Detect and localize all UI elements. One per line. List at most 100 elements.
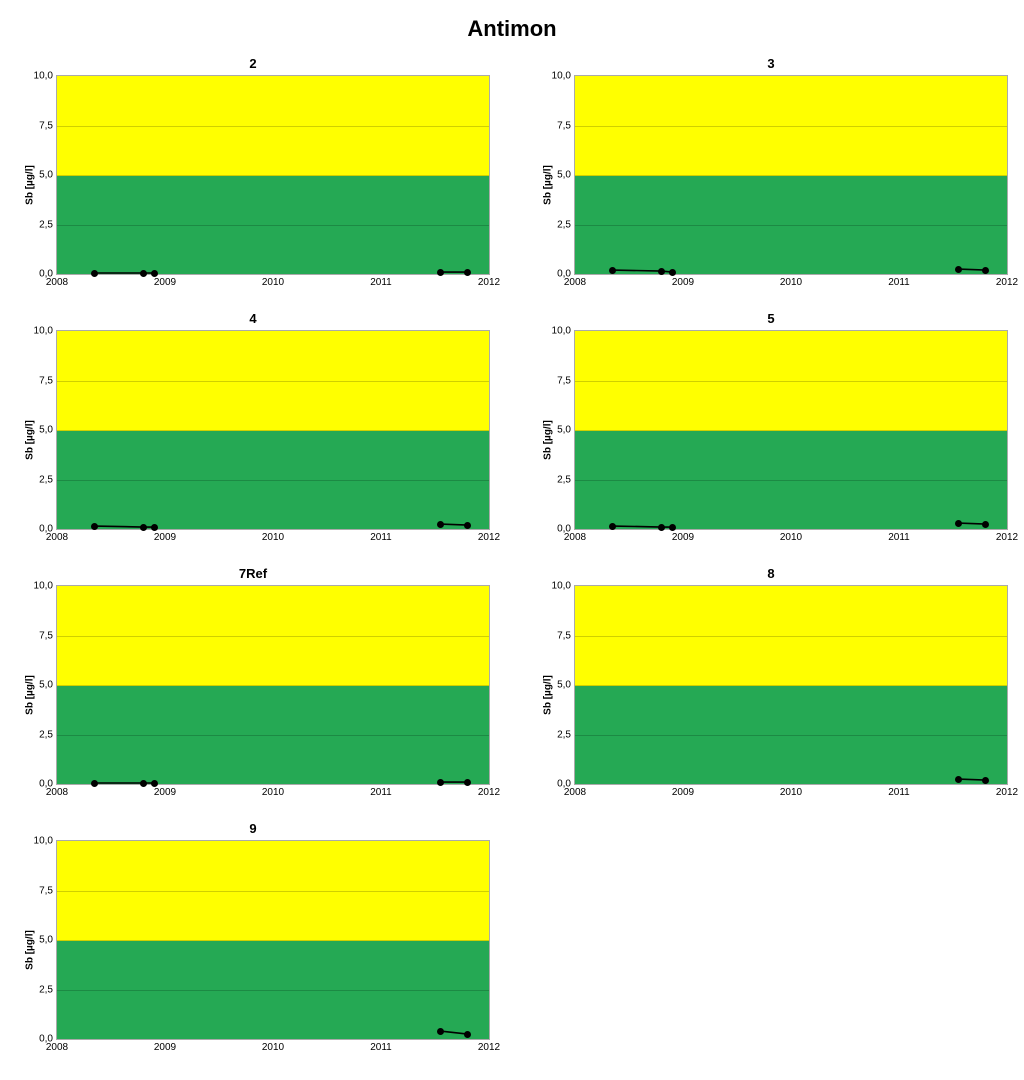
ytick-label: 7,5 <box>39 120 57 131</box>
ytick-label: 7,5 <box>39 630 57 641</box>
plot-area: 0,02,55,07,510,020082009201020112012 <box>56 585 490 785</box>
series-svg <box>57 331 489 529</box>
ytick-label: 2,5 <box>39 474 57 485</box>
data-point <box>91 523 98 530</box>
chart-wrap: Sb [µg/l]0,02,55,07,510,0200820092010201… <box>530 75 1012 295</box>
chart-wrap: Sb [µg/l] 0,02,55,07,510,0200820092010201… <box>12 330 494 550</box>
ytick-label: 2,5 <box>39 219 57 230</box>
data-point <box>658 268 665 275</box>
chart-panel: 3Sb [µg/l]0,02,55,07,510,020082009201020… <box>530 56 1012 295</box>
ytick-label: 10,0 <box>552 326 575 337</box>
xtick-label: 2012 <box>478 274 500 288</box>
ytick-label: 7,5 <box>557 120 575 131</box>
data-point <box>437 521 444 528</box>
panel-title: 7Ref <box>12 566 494 581</box>
y-axis-label: Sb [µg/l] <box>542 675 553 715</box>
ytick-label: 5,0 <box>39 680 57 691</box>
data-point <box>955 776 962 783</box>
xtick-label: 2010 <box>262 529 284 543</box>
ytick-label: 2,5 <box>557 729 575 740</box>
xtick-label: 2009 <box>672 529 694 543</box>
xtick-label: 2011 <box>888 784 910 798</box>
xtick-label: 2009 <box>154 784 176 798</box>
xtick-label: 2011 <box>370 784 392 798</box>
plot-area: 0,02,55,07,510,020082009201020112012 <box>574 330 1008 530</box>
ytick-label: 10,0 <box>34 836 57 847</box>
data-point <box>669 524 676 531</box>
xtick-label: 2008 <box>46 529 68 543</box>
ytick-label: 2,5 <box>557 219 575 230</box>
data-point <box>955 520 962 527</box>
plot-area: 0,02,55,07,510,020082009201020112012 <box>56 75 490 275</box>
data-point <box>464 1031 471 1038</box>
chart-wrap: Sb [µg/l] 0,02,55,07,510,0200820092010201… <box>530 585 1012 805</box>
panel-title: 3 <box>530 56 1012 71</box>
xtick-label: 2008 <box>46 784 68 798</box>
y-axis-label: Sb [µg/l] <box>24 420 35 460</box>
panel-title: 2 <box>12 56 494 71</box>
data-point <box>151 780 158 787</box>
plot-area: 0,02,55,07,510,020082009201020112012 <box>574 585 1008 785</box>
xtick-label: 2008 <box>46 274 68 288</box>
y-axis-label: Sb [µg/l] <box>24 930 35 970</box>
series-svg <box>575 76 1007 274</box>
xtick-label: 2012 <box>478 1039 500 1053</box>
chart-panel: 8 Sb [µg/l] 0,02,55,07,510,020082009201020… <box>530 566 1012 805</box>
data-point <box>437 269 444 276</box>
data-point <box>91 270 98 277</box>
series-svg <box>57 841 489 1039</box>
data-point <box>464 522 471 529</box>
ytick-label: 5,0 <box>557 170 575 181</box>
y-axis-label: Sb [µg/l] <box>24 165 35 205</box>
xtick-label: 2012 <box>478 784 500 798</box>
y-axis-label: Sb [µg/l] <box>24 675 35 715</box>
xtick-label: 2009 <box>154 1039 176 1053</box>
ytick-label: 10,0 <box>34 581 57 592</box>
data-point <box>609 267 616 274</box>
ytick-label: 5,0 <box>39 425 57 436</box>
ytick-label: 5,0 <box>39 170 57 181</box>
series-svg <box>57 76 489 274</box>
chart-panel: 4Sb [µg/l]0,02,55,07,510,020082009201020… <box>12 311 494 550</box>
xtick-label: 2010 <box>262 274 284 288</box>
xtick-label: 2009 <box>672 274 694 288</box>
xtick-label: 2011 <box>370 1039 392 1053</box>
data-point <box>140 780 147 787</box>
plot-area: 0,02,55,07,510,020082009201020112012 <box>574 75 1008 275</box>
xtick-label: 2009 <box>154 529 176 543</box>
data-point <box>955 266 962 273</box>
xtick-label: 2011 <box>888 529 910 543</box>
xtick-label: 2012 <box>996 529 1018 543</box>
xtick-label: 2008 <box>564 784 586 798</box>
ytick-label: 10,0 <box>552 71 575 82</box>
y-axis-label: Sb [µg/l] <box>542 420 553 460</box>
data-point <box>151 270 158 277</box>
plot-area: 0,02,55,07,510,020082009201020112012 <box>56 840 490 1040</box>
panel-grid: 2 Sb [µg/l] 0,02,55,07,510,020082009201020… <box>0 56 1024 1080</box>
data-point <box>151 524 158 531</box>
xtick-label: 2010 <box>780 784 802 798</box>
chart-wrap: Sb [µg/l] 0,02,55,07,510,0200820092010201… <box>530 330 1012 550</box>
ytick-label: 7,5 <box>39 375 57 386</box>
xtick-label: 2012 <box>478 529 500 543</box>
plot-area: 0,02,55,07,510,020082009201020112012 <box>56 330 490 530</box>
panel-title: 8 <box>530 566 1012 581</box>
chart-panel: 5Sb [µg/l]0,02,55,07,510,020082009201020… <box>530 311 1012 550</box>
series-svg <box>575 586 1007 784</box>
ytick-label: 2,5 <box>39 984 57 995</box>
ytick-label: 2,5 <box>39 729 57 740</box>
chart-wrap: Sb [µg/l] 0,02,55,07,510,0200820092010201… <box>12 75 494 295</box>
data-point <box>609 523 616 530</box>
chart-wrap: Sb [µg/l] 0,02,55,07,510,0200820092010201… <box>12 840 494 1060</box>
ytick-label: 7,5 <box>557 375 575 386</box>
ytick-label: 5,0 <box>39 935 57 946</box>
ytick-label: 7,5 <box>557 630 575 641</box>
xtick-label: 2009 <box>154 274 176 288</box>
series-svg <box>57 586 489 784</box>
series-svg <box>575 331 1007 529</box>
data-point <box>437 1028 444 1035</box>
xtick-label: 2009 <box>672 784 694 798</box>
data-point <box>437 779 444 786</box>
data-point <box>140 524 147 531</box>
data-point <box>91 780 98 787</box>
